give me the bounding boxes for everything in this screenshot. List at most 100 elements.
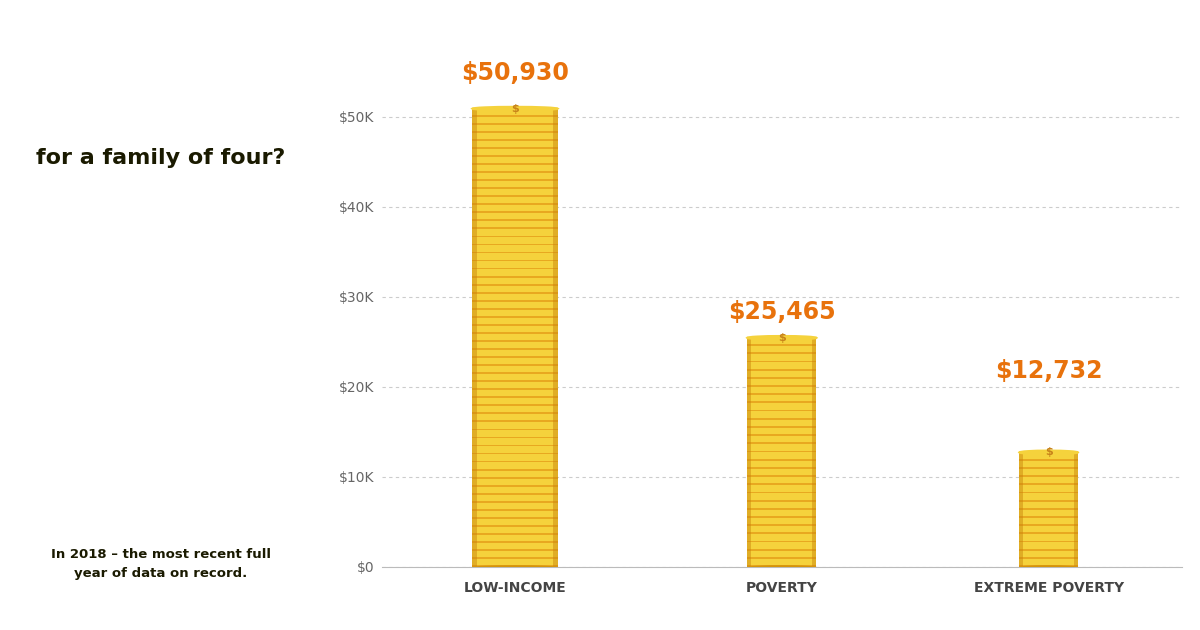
Bar <box>1019 549 1078 551</box>
Polygon shape <box>65 360 74 405</box>
Bar <box>1019 565 1078 567</box>
Bar <box>748 459 816 461</box>
Bar <box>1019 524 1078 526</box>
Polygon shape <box>221 301 263 421</box>
Bar <box>748 518 816 524</box>
Bar <box>473 461 558 462</box>
Bar <box>473 348 558 350</box>
Bar <box>473 518 558 525</box>
Ellipse shape <box>748 336 816 340</box>
Bar <box>748 418 816 420</box>
Bar <box>473 195 558 197</box>
Bar <box>473 390 558 396</box>
Bar <box>473 292 558 294</box>
Bar <box>473 187 558 189</box>
Bar <box>748 516 816 518</box>
Bar <box>748 532 816 534</box>
Text: $: $ <box>511 103 518 113</box>
Ellipse shape <box>133 220 163 278</box>
Bar <box>748 444 816 450</box>
Bar <box>473 189 558 195</box>
Bar <box>473 366 558 372</box>
Bar <box>1019 467 1078 469</box>
Bar <box>1019 500 1078 501</box>
Bar <box>748 379 816 385</box>
Polygon shape <box>126 393 149 481</box>
Bar <box>473 244 558 245</box>
Bar <box>748 426 816 428</box>
Bar <box>473 284 558 285</box>
Bar <box>473 527 558 533</box>
Bar <box>473 340 558 342</box>
Bar <box>1019 516 1078 518</box>
Bar <box>473 382 558 388</box>
Bar <box>473 356 558 358</box>
Bar <box>748 393 816 395</box>
Bar <box>748 420 816 426</box>
Bar <box>473 123 558 125</box>
Bar <box>473 565 558 567</box>
Bar <box>748 344 816 346</box>
Bar <box>473 557 558 559</box>
Bar <box>748 501 816 508</box>
Bar <box>1019 493 1078 500</box>
Bar <box>748 541 816 542</box>
Bar <box>748 370 816 377</box>
Bar <box>748 475 816 477</box>
Bar <box>473 437 558 438</box>
Ellipse shape <box>226 245 251 295</box>
Bar <box>473 414 558 420</box>
Bar <box>473 125 558 131</box>
Bar <box>473 493 558 495</box>
Bar <box>473 238 558 244</box>
Bar <box>748 534 816 541</box>
Bar <box>473 551 558 557</box>
Polygon shape <box>77 300 126 322</box>
Bar <box>473 245 558 251</box>
Bar <box>748 483 816 485</box>
Bar <box>473 511 558 517</box>
Bar <box>1019 551 1078 557</box>
Bar <box>473 479 558 485</box>
Bar <box>473 413 558 414</box>
Bar <box>1019 483 1078 485</box>
Bar <box>473 447 558 452</box>
Bar <box>1019 452 1078 459</box>
Bar <box>748 508 816 510</box>
Bar <box>1019 526 1078 532</box>
Bar <box>1019 541 1078 542</box>
Text: $: $ <box>1045 447 1052 457</box>
Polygon shape <box>52 299 78 360</box>
Bar <box>473 462 558 469</box>
Polygon shape <box>124 282 173 393</box>
Bar <box>473 155 558 157</box>
Bar <box>473 471 558 477</box>
Bar <box>748 411 816 418</box>
Bar <box>748 510 816 516</box>
Bar <box>1074 452 1078 567</box>
Polygon shape <box>197 315 221 348</box>
Text: $50,930: $50,930 <box>461 62 569 86</box>
Bar <box>473 501 558 503</box>
Bar <box>748 450 816 452</box>
Text: poor in America: poor in America <box>61 97 260 117</box>
Bar <box>473 445 558 447</box>
Bar <box>473 525 558 527</box>
Bar <box>1019 534 1078 541</box>
Bar <box>473 324 558 326</box>
Bar <box>1019 501 1078 508</box>
Bar <box>473 203 558 205</box>
Bar <box>748 549 816 551</box>
Ellipse shape <box>55 265 73 299</box>
Bar <box>748 369 816 370</box>
Bar <box>748 403 816 410</box>
Bar <box>748 436 816 442</box>
Bar <box>473 171 558 173</box>
Bar <box>748 477 816 483</box>
Bar <box>748 565 816 567</box>
Bar <box>748 467 816 469</box>
Bar <box>748 362 816 369</box>
Text: $25,465: $25,465 <box>728 300 835 324</box>
Bar <box>1019 475 1078 477</box>
Bar <box>473 374 558 381</box>
